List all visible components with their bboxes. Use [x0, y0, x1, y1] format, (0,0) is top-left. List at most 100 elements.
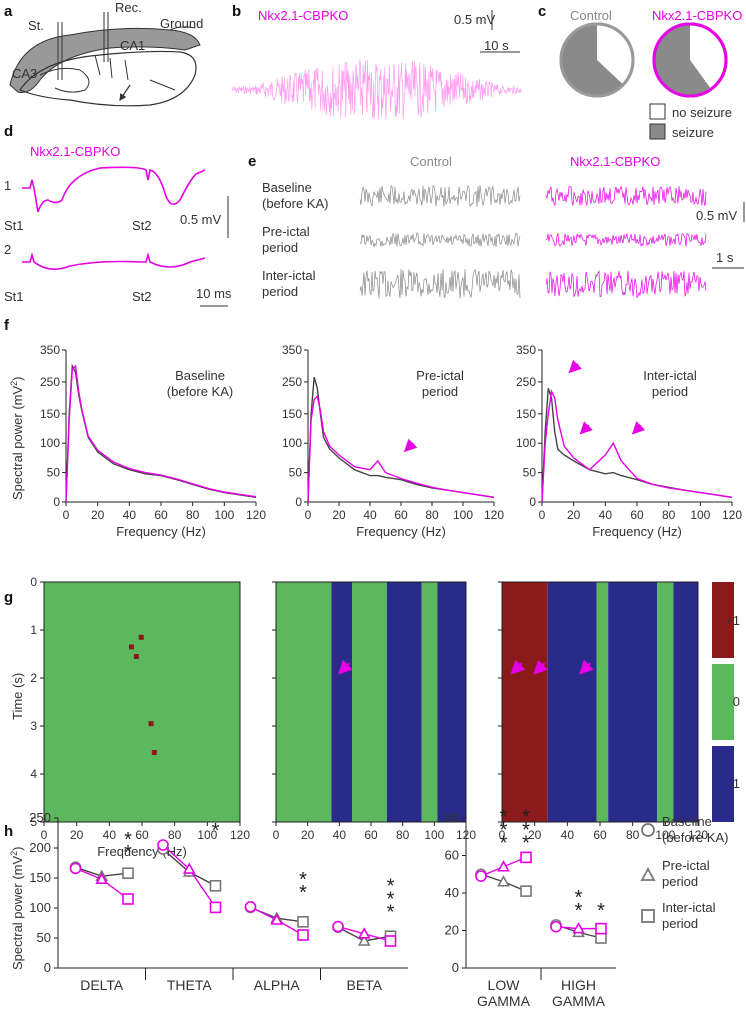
pie-ko-seizure-slice: [654, 24, 712, 96]
colorbar-label-zero: 0: [733, 694, 740, 709]
h-ytick-label: 150: [29, 870, 51, 885]
g-xtick-label: 120: [230, 828, 250, 842]
legend-preictal-2: period: [662, 874, 698, 889]
colorbar-high: [712, 582, 734, 658]
f-xtick-label: 80: [186, 508, 200, 522]
h-significance-star: *: [387, 889, 395, 911]
f-title-1b: (before KA): [167, 384, 233, 399]
g-ylabel: Time (s): [10, 673, 25, 720]
h-significance-star: *: [575, 900, 583, 922]
scale-t-d: 10 ms: [196, 286, 232, 301]
e-row1-line1: Baseline: [262, 180, 312, 195]
g-xtick-label: 100: [424, 828, 444, 842]
panel-g-letter: g: [4, 589, 13, 606]
heatmap-band: [421, 582, 438, 822]
f-arrow: [568, 359, 582, 374]
pie-ko-label: Nkx2.1-CBPKO: [652, 8, 742, 23]
rec-label: Rec.: [115, 0, 142, 15]
heatmap-band: [437, 582, 466, 822]
ko-trace-2: [545, 232, 707, 248]
panel-d-title: Nkx2.1-CBPKO: [30, 144, 120, 159]
f-ytick-label: 150: [40, 407, 60, 421]
lfp-trace-b: [231, 60, 523, 120]
control-trace-3: [359, 268, 521, 299]
h-category-label: ALPHA: [254, 977, 301, 993]
h-ytick-label: 80: [445, 810, 459, 825]
g-arrow: [578, 659, 594, 675]
h-marker-square: [384, 935, 397, 947]
ca3-label: CA3: [12, 66, 37, 81]
legend-preictal-marker: [640, 867, 656, 881]
h-category-label: GAMMA: [552, 993, 606, 1009]
heatmap-band: [657, 582, 674, 822]
panel-e-ko: Nkx2.1-CBPKO: [570, 154, 660, 169]
h-ytick-label: 50: [37, 930, 51, 945]
legend-baseline-marker: [641, 823, 655, 837]
h-ytick-label: 100: [29, 900, 51, 915]
h-ytick-label: 250: [29, 810, 51, 825]
g-ytick-label: 3: [30, 719, 37, 733]
f-series-control: [307, 376, 495, 503]
f-ytick-label: 150: [282, 407, 302, 421]
h-significance-star: *: [387, 876, 395, 898]
pie-control: [559, 22, 635, 98]
legend-baseline-2: (before KA): [662, 830, 728, 845]
g-xtick-label: 40: [103, 828, 117, 842]
control-trace-1: [359, 185, 521, 208]
h-marker-square: [209, 901, 222, 914]
f-xtick-label: 40: [363, 508, 377, 522]
f-xtick-label: 120: [246, 508, 266, 522]
h-marker-triangle: [182, 862, 196, 874]
h-significance-star: *: [500, 832, 508, 854]
h-marker-triangle: [95, 872, 109, 884]
h-ytick-label: 0: [44, 960, 51, 975]
h-marker-circle: [157, 839, 169, 851]
row1-label: 1: [4, 178, 11, 193]
f-ytick-label: 250: [40, 375, 60, 389]
g-xtick-label: 20: [70, 828, 84, 842]
heatmap-speckle: [148, 721, 154, 727]
scale-t-e: 1 s: [716, 250, 734, 265]
heatmap-speckle: [151, 750, 157, 755]
f-xtick-label: 20: [332, 508, 346, 522]
f-ytick-label: 250: [516, 375, 536, 389]
f-xlabel: Frequency (Hz): [592, 524, 682, 539]
heatmap-band: [276, 582, 332, 822]
ko-trace-3: [545, 270, 707, 299]
panel-d-letter: d: [4, 123, 13, 140]
f-xtick-label: 60: [394, 508, 408, 522]
g-xtick-label: 80: [626, 828, 640, 842]
f-ytick-label: 350: [516, 343, 536, 357]
h-ylabel: Spectral power (mV2): [9, 846, 25, 970]
g-xlabel: Frequency (Hz): [97, 844, 187, 859]
pie-control-seizure-slice: [561, 24, 624, 96]
h-marker-triangle: [357, 927, 371, 939]
evoked-trace-1: [22, 166, 206, 213]
f-series-control: [541, 388, 733, 503]
h-category-label: BETA: [346, 977, 382, 993]
g-ytick-label: 0: [30, 575, 37, 589]
h-marker-square: [297, 915, 309, 928]
scale-v-b: 0.5 mV: [454, 12, 496, 27]
g-xtick-label: 80: [396, 828, 410, 842]
legend-seizure: seizure: [672, 125, 714, 140]
f-ytick-label: 100: [40, 436, 60, 450]
f-xtick-label: 80: [425, 508, 439, 522]
h-marker-triangle: [497, 860, 510, 872]
f-xtick-label: 0: [539, 508, 546, 522]
h-marker-circle: [550, 920, 562, 933]
hippocampus-schematic: [9, 12, 201, 106]
f-ytick-label: 0: [529, 495, 536, 509]
pie-ko: [652, 22, 728, 98]
f-ytick-label: 50: [289, 466, 303, 480]
f-xtick-label: 120: [484, 508, 504, 522]
h-marker-triangle: [270, 913, 284, 925]
f-xtick-label: 60: [630, 508, 644, 522]
f-title-3b: period: [652, 384, 688, 399]
h-significance-star: *: [575, 887, 583, 909]
panel-b-letter: b: [232, 3, 241, 20]
heatmap-band: [331, 582, 352, 822]
h-marker-circle: [475, 870, 487, 882]
stim-label: St.: [28, 18, 44, 33]
